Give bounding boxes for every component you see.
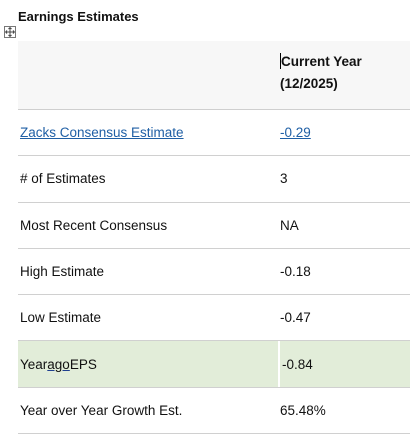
row-label: Low Estimate (20, 310, 102, 326)
table-row: Year over Year Growth Est. 65.48% (18, 388, 410, 434)
table-row: # of Estimates 3 (18, 156, 410, 203)
row-value: 3 (280, 171, 288, 187)
row-value: -0.18 (280, 264, 311, 280)
row-value: 65.48% (280, 402, 326, 418)
row-label: Year over Year Growth Est. (20, 402, 183, 418)
row-value: NA (280, 217, 299, 233)
header-line-1: Current Year (280, 53, 362, 69)
table-row: Low Estimate -0.47 (18, 295, 410, 342)
table-move-handle-icon[interactable] (4, 26, 16, 38)
table-row: High Estimate -0.18 (18, 249, 410, 296)
header-current-year-cell: Current Year (12/2025) (278, 41, 410, 119)
table-row-highlighted: Year ago EPS -0.84 (18, 341, 410, 388)
row-label: # of Estimates (20, 171, 106, 187)
zacks-consensus-value-link[interactable]: -0.29 (280, 125, 311, 141)
header-line-2: (12/2025) (280, 76, 338, 91)
row-value: -0.84 (278, 341, 410, 387)
ago-word: ago (47, 356, 70, 372)
table-row: Zacks Consensus Estimate -0.29 (18, 110, 410, 157)
text-cursor (280, 53, 281, 69)
row-label: Year ago EPS (20, 356, 97, 372)
row-label: High Estimate (20, 264, 105, 280)
table-header-row: Current Year (12/2025) (18, 41, 410, 110)
row-value: -0.47 (280, 310, 311, 326)
table-row: Most Recent Consensus NA (18, 203, 410, 249)
section-title: Earnings Estimates (18, 9, 139, 24)
row-label: Most Recent Consensus (20, 217, 168, 233)
zacks-consensus-estimate-link[interactable]: Zacks Consensus Estimate (20, 125, 184, 141)
earnings-estimates-table: Current Year (12/2025) Zacks Consensus E… (18, 41, 410, 434)
